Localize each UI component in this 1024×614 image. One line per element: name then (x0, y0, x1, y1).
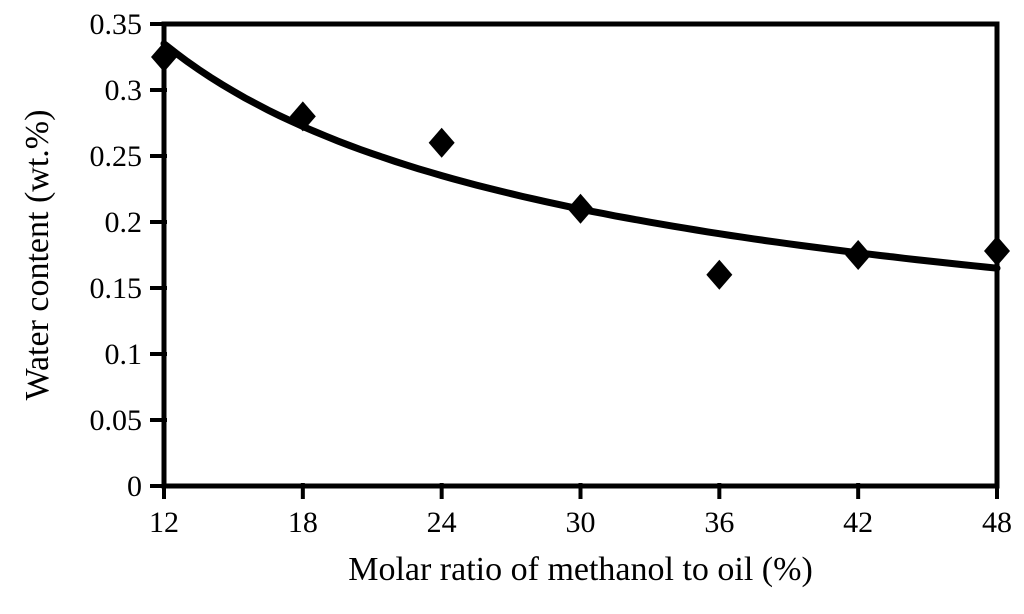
x-tick-label: 24 (427, 506, 457, 539)
data-point-marker (567, 193, 594, 224)
y-tick-label: 0 (127, 470, 142, 503)
y-tick-label: 0.25 (90, 140, 143, 173)
data-point-marker (984, 236, 1010, 267)
data-point-marker (289, 101, 316, 132)
trend-line (160, 40, 1001, 272)
data-point-marker (151, 42, 177, 72)
y-tick-label: 0.1 (105, 338, 143, 371)
x-axis-title: Molar ratio of methanol to oil (%) (348, 551, 813, 588)
data-point-marker (706, 259, 733, 290)
data-point-marker (845, 240, 872, 270)
y-tick-label: 0.2 (105, 206, 143, 239)
x-tick-label: 30 (566, 506, 596, 539)
x-tick-label: 18 (288, 506, 318, 539)
x-tick-label: 42 (843, 506, 873, 539)
y-tick-label: 0.3 (105, 74, 143, 107)
x-tick-label: 48 (982, 506, 1012, 539)
y-tick-label: 0.35 (90, 8, 143, 41)
x-tick-label: 36 (704, 506, 734, 539)
y-axis-title: Water content (wt.%) (19, 109, 56, 401)
x-tick-label: 12 (149, 506, 179, 539)
y-tick-label: 0.15 (90, 272, 143, 305)
y-tick-label: 0.05 (90, 404, 143, 437)
data-point-marker (428, 127, 455, 158)
